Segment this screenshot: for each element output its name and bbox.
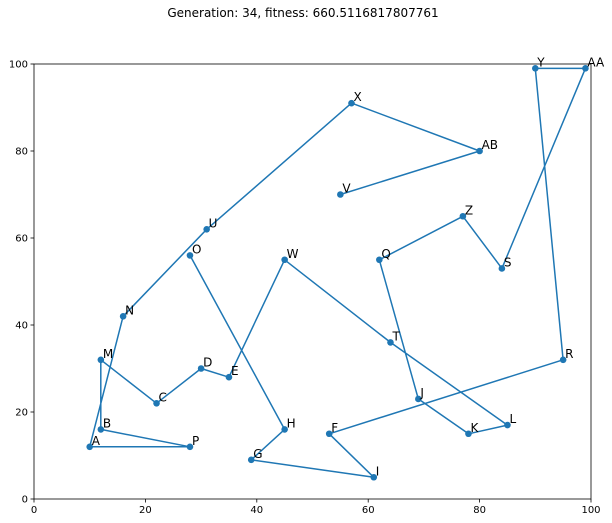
city-point-l [504,421,511,429]
y-tick-label: 0 [22,495,28,506]
city-label-x: X [353,90,361,104]
city-point-r [559,356,567,364]
city-label-s: S [504,255,512,269]
plot-frame [33,63,592,500]
city-point-h [281,426,288,433]
city-point-d [197,365,205,372]
city-point-t [387,339,394,346]
city-point-s [498,265,506,272]
x-tick-label: 20 [139,505,152,516]
city-label-p: P [192,434,199,448]
x-tick-label: 40 [250,505,263,516]
y-tick-label: 40 [15,321,28,332]
route-lines [88,67,587,479]
city-label-q: Q [381,247,390,261]
city-point-i [370,473,378,481]
route-line [88,67,587,479]
city-label-z: Z [465,203,473,217]
city-label-v: V [342,182,351,196]
city-point-y [532,65,539,72]
city-point-c [153,400,160,407]
axes: 0 20 40 60 80 100 0 20 40 60 80 100 [9,60,601,517]
city-label-b: B [103,416,111,430]
city-label-h: H [287,416,296,430]
city-point-z [459,212,467,220]
city-label-y: Y [536,55,545,69]
city-point-ab [476,147,483,155]
city-points [86,65,589,481]
city-point-k [465,430,472,438]
city-point-n [119,313,127,320]
city-point-b [97,426,105,433]
city-point-u [203,226,210,233]
city-label-c: C [159,390,167,404]
city-label-g: G [253,447,262,461]
city-label-n: N [125,303,134,317]
city-label-t: T [391,329,400,343]
y-tick-label: 20 [15,408,28,419]
city-point-e [225,373,233,381]
city-point-m [97,356,105,364]
city-label-ab: AB [482,138,498,152]
city-label-d: D [203,356,212,370]
city-point-p [186,443,194,451]
city-label-u: U [209,216,218,230]
x-tick-label: 80 [473,505,486,516]
city-label-m: M [103,347,113,361]
x-tick-label: 0 [31,505,37,516]
city-point-v [337,191,344,198]
x-tick-label: 100 [581,505,600,516]
city-label-l: L [509,412,516,426]
city-label-r: R [565,347,573,361]
city-point-q [376,256,383,264]
city-label-j: J [419,386,424,400]
city-label-a: A [92,434,101,448]
city-label-o: O [192,242,201,256]
city-label-w: W [287,247,299,261]
city-label-k: K [470,421,479,435]
city-point-w [281,256,288,264]
y-tick-label: 100 [9,60,28,71]
city-label-e: E [231,364,239,378]
city-point-aa [582,65,589,72]
city-label-f: F [331,421,338,435]
chart-title: Generation: 34, fitness: 660.51168178077… [167,6,438,20]
y-tick-label: 60 [15,234,28,245]
city-label-i: I [376,464,380,478]
city-point-x [348,99,355,107]
city-point-g [247,456,255,464]
y-tick-label: 80 [15,147,28,158]
city-point-f [325,430,333,438]
city-point-a [86,443,93,451]
city-point-j [415,395,422,403]
x-tick-label: 60 [362,505,375,516]
city-point-o [186,252,194,259]
city-label-aa: AA [587,55,605,69]
